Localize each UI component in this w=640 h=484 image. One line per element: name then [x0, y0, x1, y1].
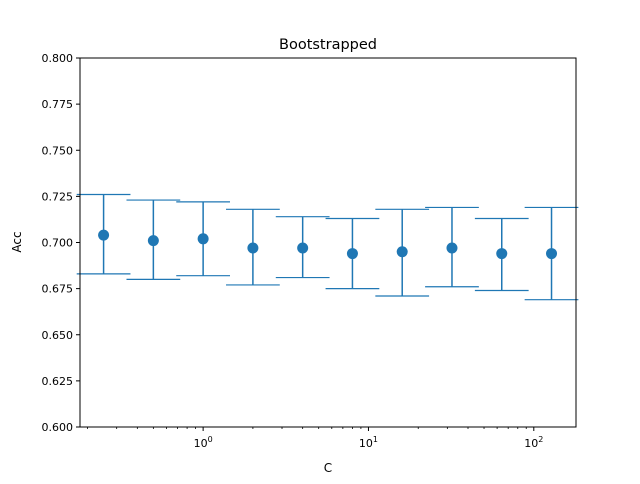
data-point — [496, 248, 508, 260]
y-tick-label: 0.750 — [42, 144, 74, 157]
y-tick-label: 0.625 — [42, 375, 74, 388]
y-tick-label: 0.800 — [42, 52, 74, 65]
data-point — [197, 233, 209, 245]
data-point — [396, 246, 408, 258]
data-point — [346, 248, 358, 260]
data-point — [247, 242, 259, 254]
y-tick-label: 0.600 — [42, 421, 74, 434]
y-axis-label: Acc — [10, 231, 24, 252]
data-point — [446, 242, 458, 254]
data-point — [297, 242, 309, 254]
x-tick-label: 102 — [524, 435, 543, 450]
y-tick-label: 0.775 — [42, 98, 74, 111]
y-tick-label: 0.725 — [42, 190, 74, 203]
data-point — [147, 235, 159, 247]
x-axis-label: C — [324, 461, 332, 475]
y-tick-label: 0.675 — [42, 283, 74, 296]
x-tick-label: 100 — [194, 435, 213, 450]
x-tick-label: 101 — [359, 435, 378, 450]
chart-title: Bootstrapped — [279, 37, 377, 53]
y-axis: 0.600 0.625 0.650 0.675 0.700 0.725 0.750 0.775… — [42, 52, 80, 434]
x-axis: 100 101 102 — [87, 427, 543, 450]
data-point — [546, 248, 558, 260]
data-point — [98, 229, 110, 241]
y-tick-label: 0.700 — [42, 237, 74, 250]
y-tick-label: 0.650 — [42, 329, 74, 342]
plot-area — [76, 193, 579, 301]
